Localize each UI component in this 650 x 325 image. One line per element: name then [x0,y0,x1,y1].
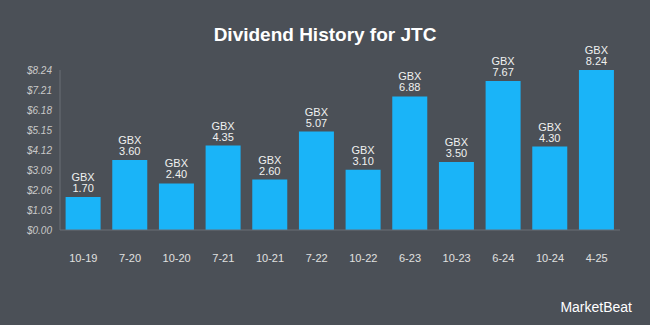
svg-text:GBX8.24: GBX8.24 [585,44,609,67]
svg-text:7-22: 7-22 [306,252,328,264]
svg-text:6-24: 6-24 [492,252,514,264]
svg-text:$1.03: $1.03 [26,205,52,216]
svg-text:4-25: 4-25 [586,252,608,264]
svg-text:$0.00: $0.00 [26,225,52,236]
svg-text:GBX5.07: GBX5.07 [305,106,329,129]
svg-text:10-21: 10-21 [256,252,284,264]
svg-text:$8.24: $8.24 [26,65,52,76]
svg-text:10-20: 10-20 [163,252,191,264]
svg-text:GBX3.10: GBX3.10 [351,144,375,167]
svg-text:GBX3.60: GBX3.60 [118,134,142,157]
svg-text:10-24: 10-24 [536,252,564,264]
html-text:MarketBeat: MarketBeat [560,299,632,315]
svg-text:GBX6.88: GBX6.88 [398,70,422,93]
html-text:Dividend History for JTC: Dividend History for JTC [213,24,437,45]
svg-text:6-23: 6-23 [399,252,421,264]
svg-text:GBX4.30: GBX4.30 [538,121,562,144]
svg-text:$3.09: $3.09 [26,165,52,176]
svg-text:GBX3.50: GBX3.50 [445,136,469,159]
svg-text:$4.12: $4.12 [26,145,52,156]
svg-text:GBX7.67: GBX7.67 [491,55,515,78]
svg-text:$2.06: $2.06 [26,185,52,196]
svg-text:7-21: 7-21 [212,252,234,264]
svg-text:GBX2.60: GBX2.60 [258,154,282,177]
svg-text:$5.15: $5.15 [26,125,52,136]
svg-text:7-20: 7-20 [119,252,141,264]
svg-text:10-22: 10-22 [349,252,377,264]
svg-text:$7.21: $7.21 [26,85,52,96]
svg-text:GBX1.70: GBX1.70 [71,171,95,194]
svg-text:10-23: 10-23 [443,252,471,264]
svg-text:$6.18: $6.18 [26,105,52,116]
svg-text:10-19: 10-19 [69,252,97,264]
svg-text:GBX2.40: GBX2.40 [165,157,189,180]
svg-text:GBX4.35: GBX4.35 [211,120,235,143]
